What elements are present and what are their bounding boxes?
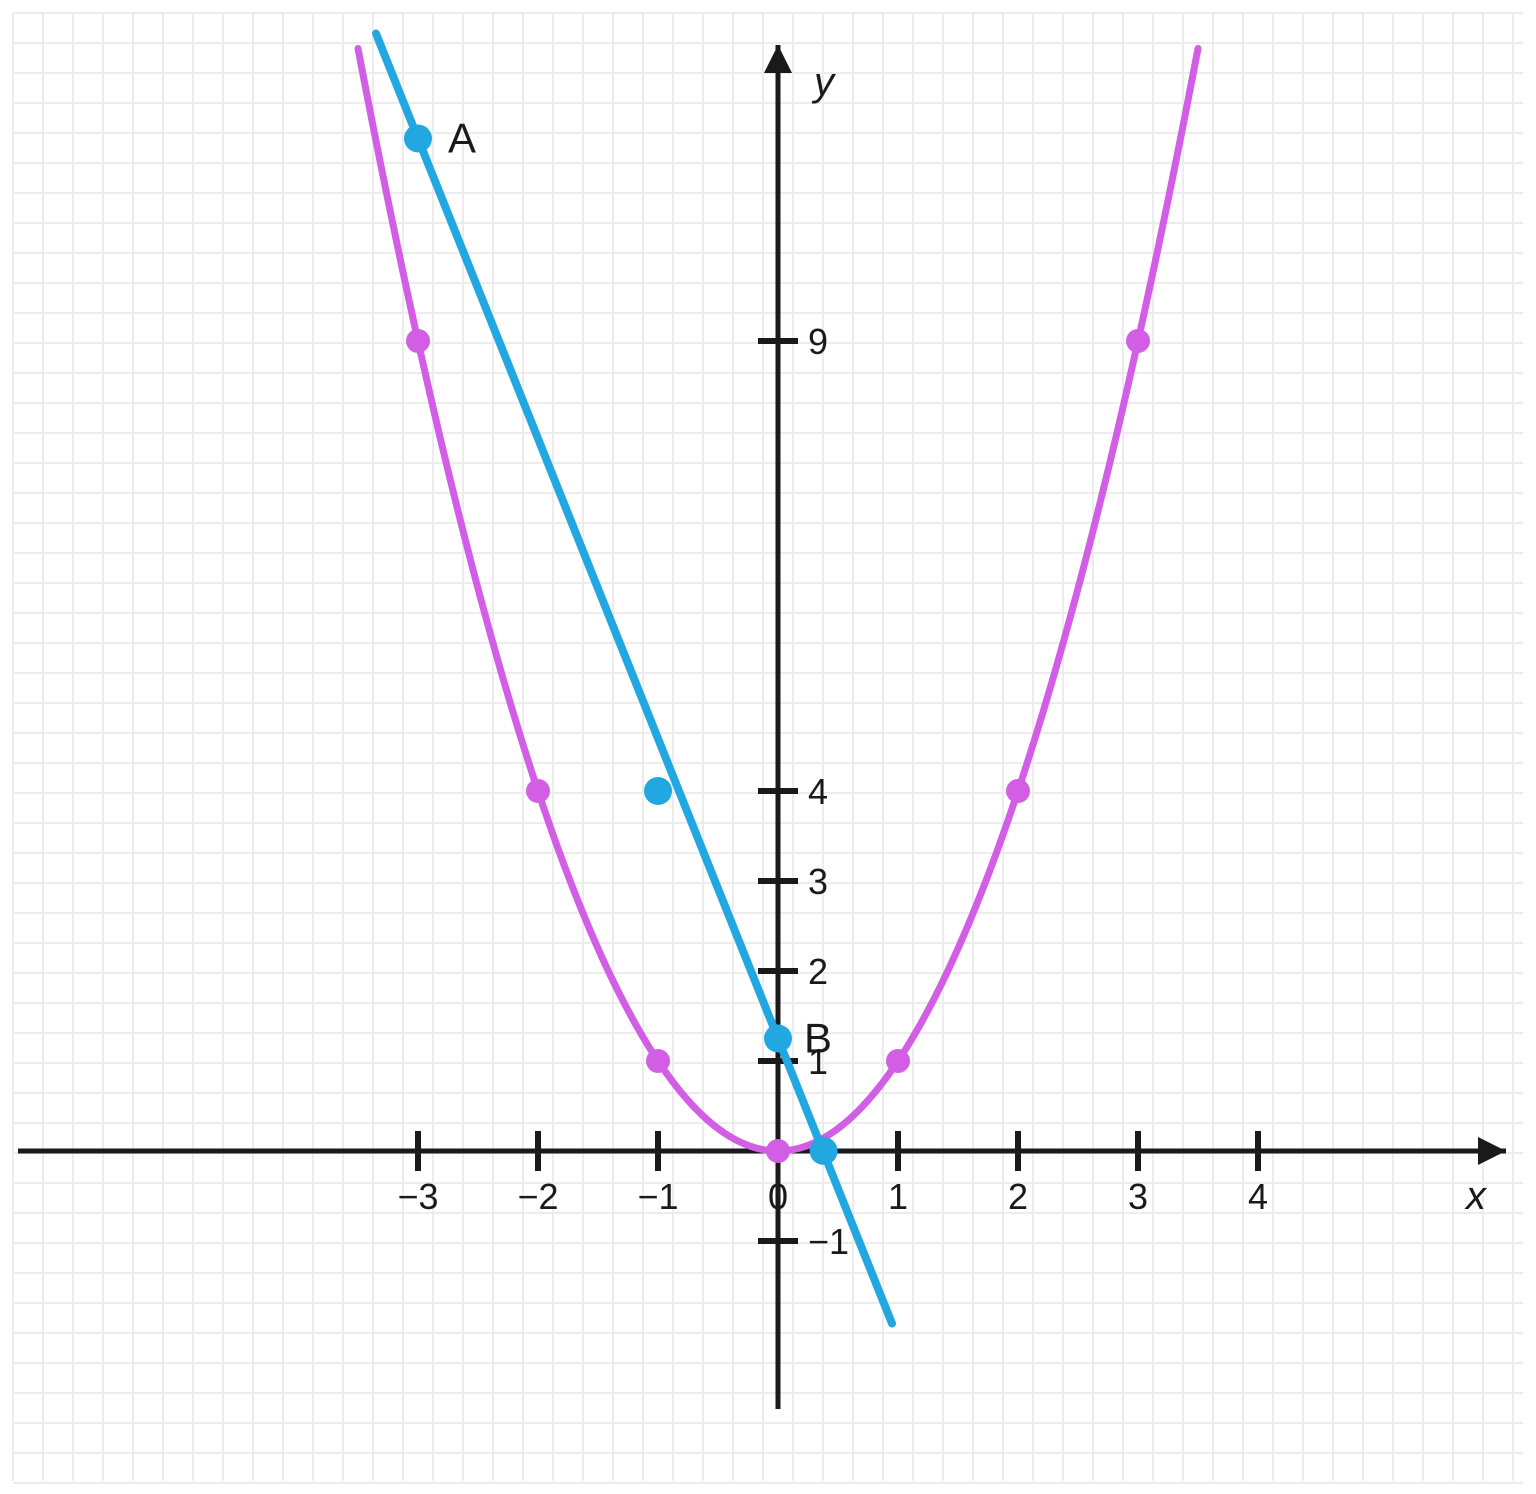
y-tick-label: 3	[808, 861, 828, 902]
x-tick-label: 0	[768, 1176, 788, 1217]
x-tick-label: 4	[1248, 1176, 1268, 1217]
y-tick-label: 4	[808, 771, 828, 812]
x-axis-label: x	[1464, 1174, 1488, 1218]
parabola-point	[886, 1049, 910, 1073]
line-point	[404, 125, 432, 153]
x-tick-label: 1	[888, 1176, 908, 1217]
parabola-point	[406, 329, 430, 353]
chart-background	[0, 0, 1536, 1494]
point-label: B	[804, 1015, 832, 1062]
parabola-point	[766, 1139, 790, 1163]
x-tick-label: −1	[637, 1176, 678, 1217]
x-tick-label: −2	[517, 1176, 558, 1217]
y-tick-label: 9	[808, 321, 828, 362]
y-tick-label: 2	[808, 951, 828, 992]
parabola-point	[646, 1049, 670, 1073]
line-point	[644, 777, 672, 805]
line-point	[810, 1137, 838, 1165]
parabola-point	[1126, 329, 1150, 353]
parabola-point	[1006, 779, 1030, 803]
x-tick-label: −3	[397, 1176, 438, 1217]
parabola-point	[526, 779, 550, 803]
x-tick-label: 2	[1008, 1176, 1028, 1217]
line-point	[764, 1025, 792, 1053]
y-axis-label: y	[811, 60, 837, 104]
chart-container: −3−2−101234−112349yxAB	[0, 0, 1536, 1494]
y-tick-label: −1	[808, 1221, 849, 1262]
x-tick-label: 3	[1128, 1176, 1148, 1217]
chart-svg: −3−2−101234−112349yxAB	[0, 0, 1536, 1494]
point-label: A	[448, 115, 476, 162]
